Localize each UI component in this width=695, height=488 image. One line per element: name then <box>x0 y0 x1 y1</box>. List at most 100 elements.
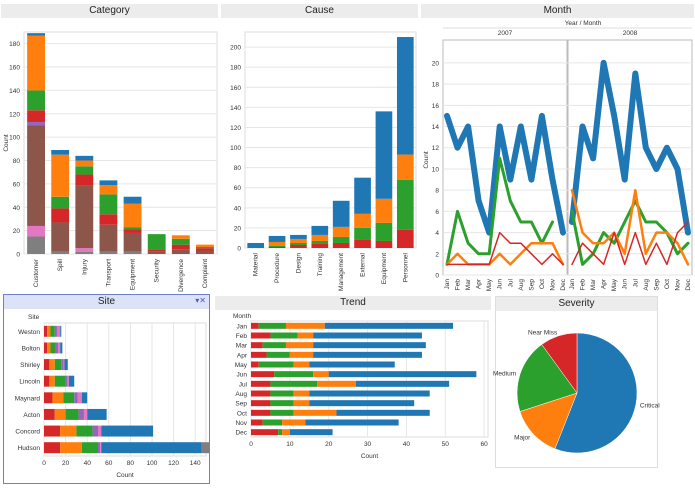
bar-segment <box>251 419 263 426</box>
bar-segment <box>99 194 118 215</box>
y-tick-label: 20 <box>13 228 21 235</box>
y-tick-label: Feb <box>236 333 248 340</box>
x-tick-label: Sep <box>653 279 660 291</box>
month-chart[interactable]: Year / Month 2007 2008 0 2 4 6 8 10 12 14 16 18 20 Cou… <box>421 20 694 291</box>
y-tick-label: 60 <box>234 185 242 192</box>
y-tick-label: 120 <box>9 111 20 118</box>
y-tick-label: Hudson <box>18 445 41 452</box>
y-tick-label: Aug <box>235 391 247 398</box>
y-tick-label: 6 <box>435 209 439 216</box>
x-tick-label: Feb <box>580 279 587 291</box>
bar-segment <box>293 361 310 368</box>
month-panel-title: Month <box>421 4 694 18</box>
x-tick-label: Oct <box>664 279 671 289</box>
series-line <box>446 231 564 266</box>
bar-segment <box>52 392 64 404</box>
x-tick-label: Jun <box>622 279 629 290</box>
x-tick-label: Dec <box>685 278 692 290</box>
bar-segment <box>196 244 214 247</box>
x-tick-label: Jan <box>569 279 576 290</box>
bar-segment <box>75 185 94 249</box>
x-tick-label: 40 <box>403 441 411 448</box>
bar-segment <box>251 342 263 349</box>
bar-segment <box>50 342 56 354</box>
bar-segment <box>68 375 75 387</box>
bar-segment <box>290 242 307 245</box>
x-tick-label: 80 <box>127 460 135 467</box>
bar-segment <box>282 419 306 426</box>
category-panel-title: Category <box>1 4 218 18</box>
bar-segment <box>247 242 265 248</box>
bar-segment <box>262 419 283 426</box>
series-line <box>445 156 554 266</box>
y-tick-label: 20 <box>432 60 440 67</box>
x-tick-label: 20 <box>325 441 333 448</box>
bar-segment <box>123 196 142 204</box>
bar-segment <box>332 242 350 248</box>
y-tick-label: 0 <box>435 273 439 280</box>
slice-label: Critical <box>640 402 660 409</box>
bar-segment <box>311 240 329 244</box>
bar-segment <box>147 234 166 250</box>
trend-chart[interactable]: Month 0 10 20 30 40 50 60 Count Jan Feb Mar Apr May Ju… <box>215 310 491 482</box>
bar-segment <box>251 332 271 339</box>
bar-segment <box>311 225 329 235</box>
x-tick-label: Transport <box>105 259 112 287</box>
x-tick-label: Dec <box>560 278 567 290</box>
x-tick-label: Equipment <box>381 253 388 284</box>
panel-menu-icon[interactable]: ▾✕ <box>195 296 206 305</box>
x-tick-label: Injury <box>81 258 88 275</box>
severity-chart[interactable]: Critical Major Medium Near Miss <box>493 311 660 469</box>
cause-chart[interactable]: 0 20 40 60 80 100 120 140 160 180 200 Material Proce… <box>221 20 418 291</box>
bar-segment <box>51 222 70 252</box>
bar-segment <box>78 408 84 420</box>
bar-segment <box>171 244 190 250</box>
x-tick-label: External <box>360 252 367 276</box>
bar-segment <box>171 249 190 254</box>
bar-segment <box>76 425 93 437</box>
y-tick-label: 8 <box>435 188 439 195</box>
x-tick-label: 10 <box>286 441 294 448</box>
bar-segment <box>328 371 477 378</box>
x-tick-label: 20 <box>62 460 70 467</box>
x-tick-label: Nov <box>674 278 681 290</box>
bar-segment <box>251 429 279 436</box>
bar-segment <box>64 359 68 371</box>
bar-segment <box>258 361 294 368</box>
y-tick-label: 140 <box>230 105 241 112</box>
bar-segment <box>44 392 53 404</box>
bar-segment <box>54 408 66 420</box>
category-chart[interactable]: 0 20 40 60 80 100 120 140 160 180 Count Customer Spi… <box>1 20 218 292</box>
site-panel[interactable]: Site ▾✕ Site 0 20 40 60 80 100 120 140 Count Westo… <box>3 294 210 484</box>
x-tick-label: Complaint <box>202 259 209 288</box>
x-tick-label: Procedure <box>274 253 281 283</box>
x-tick-label: May <box>486 278 493 291</box>
y-tick-label: 2 <box>435 251 439 258</box>
bar-segment <box>251 322 259 329</box>
bar-segment <box>49 359 55 371</box>
bar-segment <box>251 390 271 397</box>
bar-segment <box>289 429 333 436</box>
y-tick-label: Dec <box>235 430 247 437</box>
bar-segment <box>99 180 118 186</box>
bar-segment <box>75 251 94 254</box>
y-tick-label: 20 <box>234 225 242 232</box>
x-axis-label: Count <box>361 453 379 460</box>
bar-segment <box>99 185 118 195</box>
trend-panel-title: Trend <box>215 296 491 310</box>
bar-segment <box>309 361 395 368</box>
bar-segment <box>60 425 77 437</box>
x-tick-label: Personnel <box>402 252 409 282</box>
x-tick-label: Training <box>317 253 324 277</box>
bar-segment <box>285 322 325 329</box>
slice-label: Near Miss <box>528 330 558 337</box>
x-tick-label: Customer <box>33 258 40 287</box>
bar-segment <box>262 342 286 349</box>
x-tick-label: Mar <box>465 278 472 290</box>
site-chart[interactable]: Site 0 20 40 60 80 100 120 140 Count Weston Bolton S… <box>4 309 211 483</box>
bar-segment <box>251 380 271 387</box>
trend-panel: Trend Month 0 10 20 30 40 50 60 Count Jan Feb Mar Ap… <box>215 296 491 484</box>
y-tick-label: 4 <box>435 230 439 237</box>
x-tick-label: May <box>611 278 618 291</box>
bar-segment <box>293 400 310 407</box>
